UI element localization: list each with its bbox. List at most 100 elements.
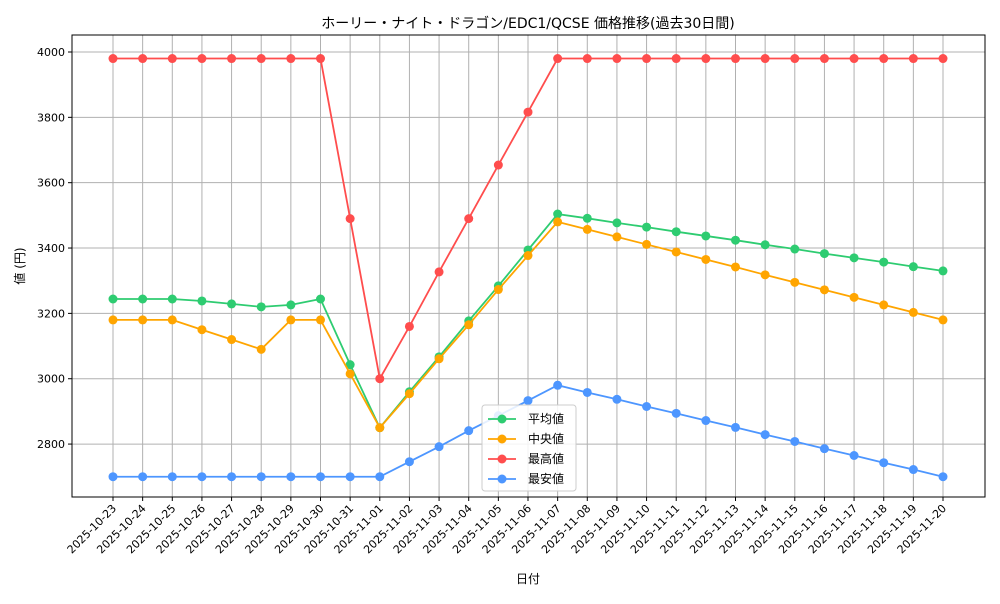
data-point xyxy=(227,54,237,64)
data-point xyxy=(731,422,740,432)
data-point xyxy=(553,54,563,64)
data-point xyxy=(434,442,444,452)
data-point xyxy=(523,396,533,406)
data-point xyxy=(612,394,622,404)
data-point xyxy=(493,285,503,295)
data-point xyxy=(642,239,652,249)
data-point xyxy=(404,321,414,331)
series-最安値 xyxy=(108,380,948,482)
data-point xyxy=(582,213,592,223)
data-point xyxy=(908,307,918,317)
data-point xyxy=(582,387,592,397)
data-point xyxy=(671,408,681,418)
legend-label: 平均値 xyxy=(528,411,564,426)
data-point xyxy=(167,54,177,64)
data-point xyxy=(404,389,414,399)
data-point xyxy=(108,54,118,64)
data-point xyxy=(345,360,355,370)
data-point xyxy=(138,315,148,325)
data-point xyxy=(345,369,355,379)
data-point xyxy=(345,214,355,224)
data-point xyxy=(790,436,800,446)
data-point xyxy=(938,472,948,482)
data-point xyxy=(375,423,385,433)
series-最高値 xyxy=(108,54,948,384)
data-point xyxy=(167,472,177,482)
legend-marker xyxy=(497,454,507,464)
data-point xyxy=(138,472,148,482)
legend-marker xyxy=(497,434,507,444)
data-point xyxy=(316,472,325,482)
data-point xyxy=(256,302,266,312)
data-point xyxy=(701,231,711,241)
data-point xyxy=(819,444,829,454)
data-point xyxy=(227,299,237,309)
data-point xyxy=(819,285,829,295)
data-point xyxy=(938,315,948,325)
data-point xyxy=(612,218,622,228)
data-point xyxy=(701,254,711,264)
data-point xyxy=(819,249,829,259)
data-point xyxy=(227,472,237,482)
y-tick-label: 4000 xyxy=(37,46,65,59)
data-point xyxy=(553,209,563,219)
data-point xyxy=(434,267,444,277)
y-tick-label: 3200 xyxy=(37,307,65,320)
data-point xyxy=(227,335,237,345)
data-point xyxy=(671,247,681,257)
data-point xyxy=(197,54,207,64)
y-tick-label: 3800 xyxy=(37,111,65,124)
data-point xyxy=(849,451,859,461)
series-中央値 xyxy=(108,217,948,433)
data-point xyxy=(256,472,266,482)
series-lines xyxy=(108,54,948,482)
data-point xyxy=(731,54,740,64)
data-point xyxy=(286,300,296,310)
y-axis-ticks: 2800 3000 3200 3400 3600 3800 4000 xyxy=(37,46,72,451)
legend-label: 最安値 xyxy=(528,471,564,486)
data-point xyxy=(849,54,859,64)
data-point xyxy=(434,354,444,364)
legend-label: 最高値 xyxy=(528,451,564,466)
legend-marker xyxy=(497,414,507,424)
data-point xyxy=(612,232,622,242)
y-axis-label: 値 (円) xyxy=(12,247,27,284)
data-point xyxy=(879,257,889,267)
data-point xyxy=(701,416,711,426)
data-point xyxy=(197,296,207,306)
legend-label: 中央値 xyxy=(528,431,564,446)
data-point xyxy=(464,320,474,330)
data-point xyxy=(908,262,918,272)
data-point xyxy=(316,315,325,325)
y-tick-label: 3400 xyxy=(37,242,65,255)
data-point xyxy=(553,380,563,390)
data-point xyxy=(879,54,889,64)
data-point xyxy=(760,270,770,280)
data-point xyxy=(464,426,474,436)
data-point xyxy=(790,277,800,287)
data-point xyxy=(256,344,266,354)
data-point xyxy=(760,54,770,64)
data-point xyxy=(523,107,533,117)
data-point xyxy=(819,54,829,64)
data-point xyxy=(138,294,148,304)
data-point xyxy=(849,253,859,263)
data-point xyxy=(286,472,296,482)
data-point xyxy=(138,54,148,64)
data-point xyxy=(197,472,207,482)
y-tick-label: 2800 xyxy=(37,438,65,451)
data-point xyxy=(493,160,503,170)
data-point xyxy=(553,217,563,227)
data-point xyxy=(286,54,296,64)
data-point xyxy=(523,251,533,261)
data-point xyxy=(908,54,918,64)
legend-box xyxy=(481,404,577,492)
data-point xyxy=(316,54,325,64)
data-point xyxy=(671,227,681,237)
data-point xyxy=(701,54,711,64)
x-axis-label: 日付 xyxy=(516,572,540,586)
chart-title: ホーリー・ナイト・ドラゴン/EDC1/QCSE 価格推移(過去30日間) xyxy=(321,15,734,32)
data-point xyxy=(642,401,652,411)
